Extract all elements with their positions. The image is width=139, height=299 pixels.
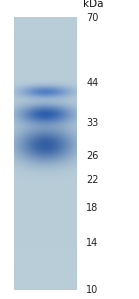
Text: 10: 10 <box>86 285 98 295</box>
Text: 14: 14 <box>86 238 98 248</box>
Bar <box>14 18 76 290</box>
Text: 18: 18 <box>86 203 98 213</box>
Text: 33: 33 <box>86 118 98 128</box>
Text: 44: 44 <box>86 78 98 88</box>
Text: 26: 26 <box>86 151 99 161</box>
Text: 22: 22 <box>86 175 99 185</box>
Text: kDa: kDa <box>83 0 104 10</box>
Text: 70: 70 <box>86 13 99 23</box>
